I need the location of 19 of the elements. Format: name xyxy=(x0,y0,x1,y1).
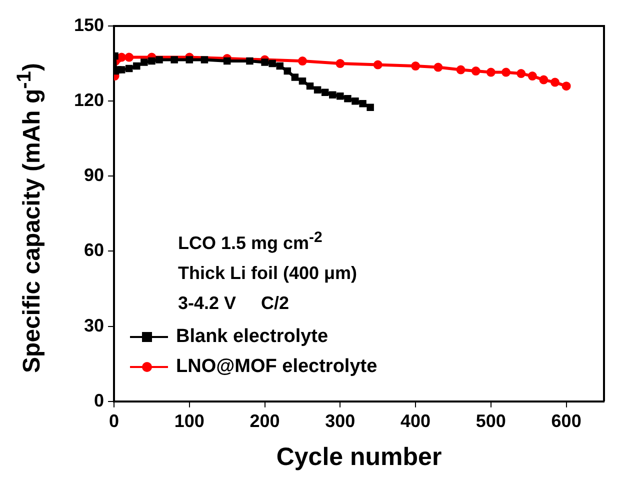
annotation: LCO 1.5 mg cm$^{-2}$ xyxy=(178,228,324,255)
x-axis-title: Cycle number xyxy=(276,442,442,471)
x-tick-label: 600 xyxy=(551,411,582,432)
annotation: Thick Li foil (400 μm) xyxy=(178,262,358,285)
y-tick-label: 30 xyxy=(84,315,104,336)
y-tick-label: 120 xyxy=(74,90,104,110)
x-tick-label: 0 xyxy=(109,411,120,432)
x-tick-label: 500 xyxy=(476,411,506,432)
legend-label: Blank electrolyte xyxy=(176,326,328,348)
x-tick-label: 400 xyxy=(400,411,431,432)
annotation: 3-4.2 V C/2 xyxy=(178,292,290,315)
x-tick-label: 100 xyxy=(174,411,204,432)
x-tick-label: 300 xyxy=(325,411,356,432)
y-tick-label: 0 xyxy=(94,390,104,410)
legend-label: LNO@MOF electrolyte xyxy=(176,356,378,378)
y-tick-label: 60 xyxy=(84,240,104,260)
y-tick-label: 90 xyxy=(84,165,104,186)
y-tick-label: 150 xyxy=(74,14,104,35)
x-tick-label: 200 xyxy=(250,411,280,432)
